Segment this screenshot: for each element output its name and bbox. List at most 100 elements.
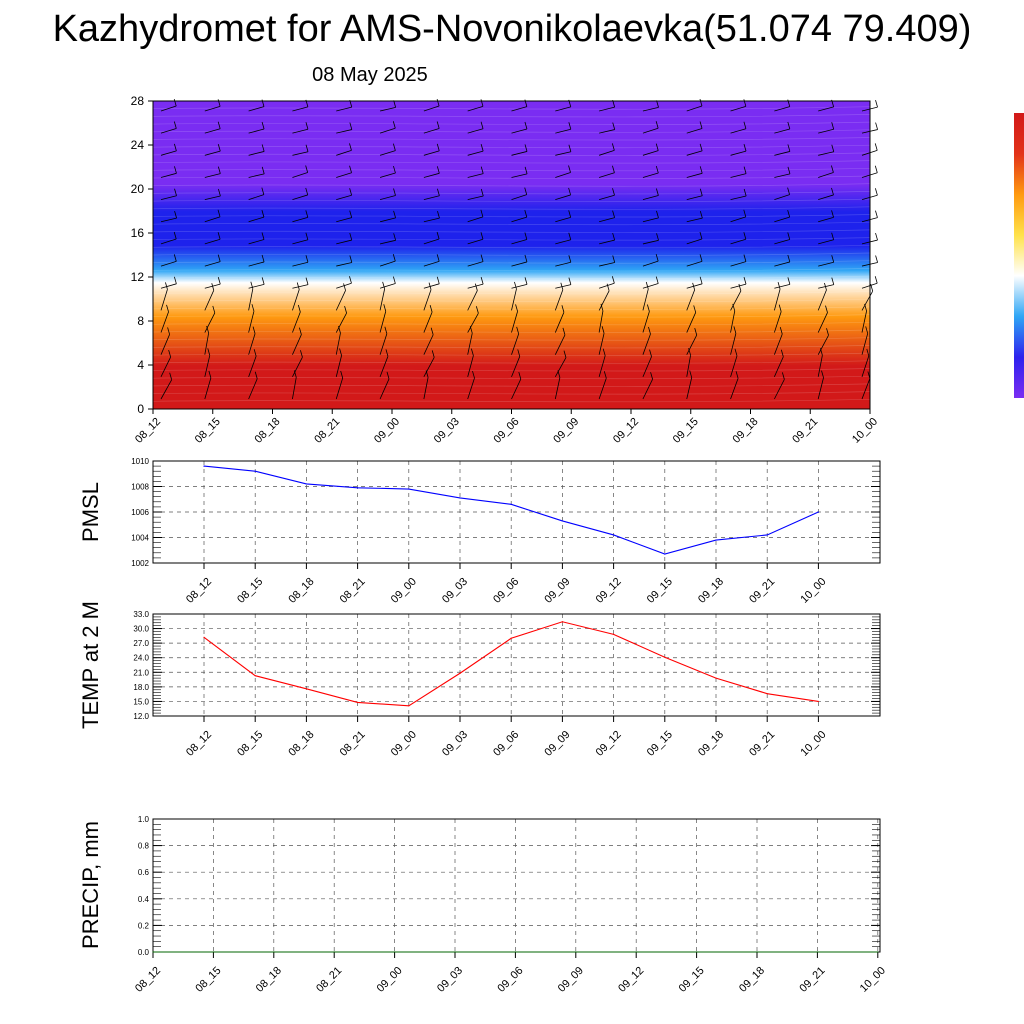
precip-data-point xyxy=(454,951,456,953)
wind-barb xyxy=(686,195,703,201)
wind-barb xyxy=(642,239,659,245)
wind-barb xyxy=(467,333,473,355)
temp-x-tick-label: 08_18 xyxy=(286,729,316,759)
wind-barb xyxy=(686,261,703,267)
wind-barb-flag xyxy=(300,350,303,358)
isoline xyxy=(152,237,871,241)
wind-barb xyxy=(861,378,871,400)
pmsl-x-tick-label: 10_00 xyxy=(798,576,828,606)
wind-barb-flag xyxy=(480,209,484,217)
wind-barb-flag xyxy=(261,232,265,240)
precip-x-tick-label: 08_21 xyxy=(314,965,344,995)
pmsl-data-point xyxy=(766,534,768,536)
pmsl-y-tick-label: 1010 xyxy=(131,457,149,466)
pmsl-x-tick-label: 09_03 xyxy=(440,576,470,606)
temp-y-tick-label: 24.0 xyxy=(133,654,149,663)
wind-barb xyxy=(204,290,215,311)
wind-barb-flag xyxy=(568,122,572,130)
wind-barb-flag xyxy=(699,121,703,129)
wind-barb xyxy=(292,334,302,355)
wind-barb-flag xyxy=(646,304,650,312)
wind-barb-flag xyxy=(743,99,747,107)
wind-barb xyxy=(774,151,790,156)
wind-barb-flag xyxy=(165,282,168,290)
wind-barb-flag xyxy=(831,232,835,240)
heatmap-y-tick-label: 16 xyxy=(131,226,145,240)
temp-x-tick-label: 09_09 xyxy=(542,729,572,759)
temp-y-tick-label: 18.0 xyxy=(133,683,149,692)
wind-barb-flag xyxy=(217,99,221,107)
wind-barb-flag xyxy=(875,210,878,218)
wind-barb-flag xyxy=(297,304,301,313)
isoline xyxy=(152,152,871,156)
wind-barb-flag xyxy=(472,370,475,379)
wind-barb xyxy=(204,173,221,178)
wind-barb xyxy=(774,261,790,267)
wind-barb xyxy=(861,333,869,355)
wind-barb xyxy=(336,262,352,267)
wind-barb xyxy=(204,312,216,333)
wind-barb xyxy=(379,260,396,267)
isoline xyxy=(152,352,871,356)
wind-barb xyxy=(423,261,440,267)
wind-barb xyxy=(818,128,834,134)
isoline xyxy=(152,337,871,341)
wind-barb-flag xyxy=(563,350,567,358)
wind-barb-flag xyxy=(480,254,484,262)
wind-barb xyxy=(160,105,177,112)
wind-barb-flag xyxy=(173,121,177,129)
wind-barb xyxy=(292,106,308,112)
wind-barb-flag xyxy=(524,232,528,240)
wind-barb xyxy=(818,194,834,200)
wind-barb-flag xyxy=(517,349,521,357)
wind-barb xyxy=(818,239,834,245)
pmsl-x-tick-label: 09_09 xyxy=(542,576,572,606)
wind-barb-flag xyxy=(436,166,440,174)
precip-y-tick-label: 0.6 xyxy=(138,868,150,877)
isoline xyxy=(152,144,871,149)
isoline xyxy=(152,375,871,380)
wind-barb-flag xyxy=(656,188,659,196)
wind-barb-flag xyxy=(699,254,703,262)
wind-barb xyxy=(204,332,210,355)
wind-barb xyxy=(160,334,170,355)
wind-barb xyxy=(204,195,221,201)
wind-barb-flag xyxy=(167,327,170,335)
precip-x-tick-label: 09_00 xyxy=(375,965,405,995)
wind-barb-flag xyxy=(824,282,827,291)
wind-barb xyxy=(467,173,484,178)
wind-barb-flag xyxy=(831,255,835,263)
wind-barb-flag xyxy=(392,121,396,129)
precip-data-point xyxy=(756,951,758,953)
wind-barb xyxy=(467,290,478,311)
wind-barb xyxy=(642,260,659,267)
wind-barb xyxy=(336,239,352,245)
wind-barb-flag xyxy=(655,143,659,151)
wind-barb xyxy=(379,107,396,112)
wind-barb xyxy=(730,333,737,355)
wind-barb xyxy=(248,173,265,178)
wind-barb xyxy=(204,128,221,134)
wind-barb xyxy=(730,310,736,333)
wind-barb xyxy=(861,355,870,377)
wind-barb-flag xyxy=(516,326,520,335)
wind-barb-flag xyxy=(743,232,747,240)
wind-barb xyxy=(423,105,440,112)
wind-barb-flag xyxy=(560,282,564,290)
wind-barb-flag xyxy=(251,304,255,312)
wind-barb xyxy=(511,283,528,289)
wind-barb xyxy=(817,289,827,311)
temp-data-point xyxy=(817,700,820,703)
wind-barb-flag xyxy=(743,254,747,262)
precip-y-label: PRECIP, mm xyxy=(78,821,103,949)
wind-barb xyxy=(423,311,433,333)
heatmap-x-tick-label: 09_21 xyxy=(790,416,820,446)
pmsl-x-tick-label: 09_18 xyxy=(696,576,726,606)
wind-barb-flag xyxy=(261,254,265,263)
wind-barb xyxy=(160,150,177,156)
wind-barb-flag xyxy=(656,100,659,108)
isoline xyxy=(152,383,871,387)
wind-barb xyxy=(160,128,177,134)
wind-barb-flag xyxy=(780,349,784,357)
wind-barb xyxy=(774,106,790,112)
